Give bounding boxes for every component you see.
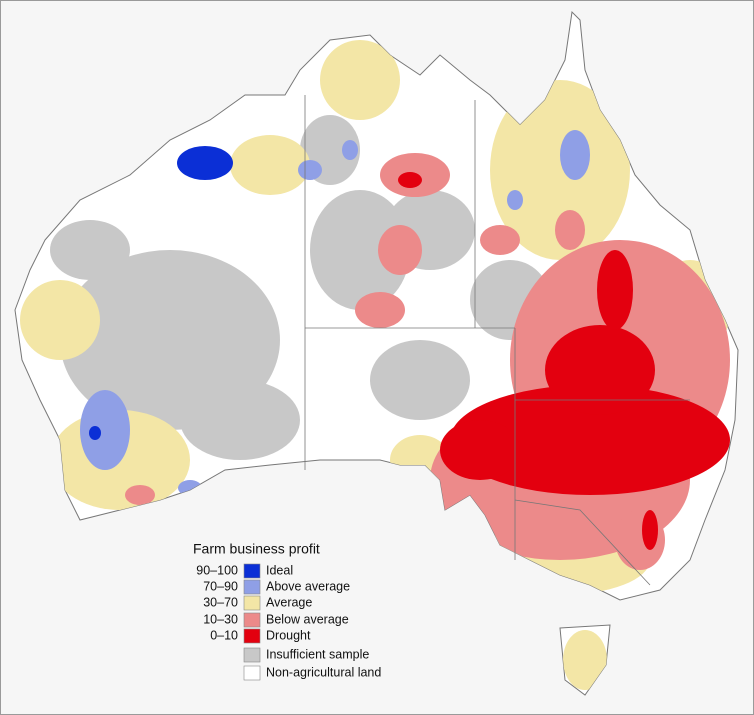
- legend: Farm business profit 90–100 Ideal 70–90 Abov…: [193, 541, 381, 681]
- legend-swatch: [243, 563, 261, 579]
- legend-label: Ideal: [266, 563, 293, 577]
- legend-swatch: [243, 595, 261, 611]
- legend-swatch: [243, 612, 261, 628]
- legend-label: Non-agricultural land: [266, 665, 381, 679]
- legend-swatch: [243, 665, 261, 681]
- legend-title: Farm business profit: [193, 541, 320, 557]
- legend-swatch: [243, 647, 261, 663]
- legend-label: Above average: [266, 579, 350, 593]
- legend-label: Average: [266, 595, 312, 609]
- ideal-regions: [89, 146, 233, 440]
- legend-range: 90–100: [196, 563, 238, 577]
- legend-label: Insufficient sample: [266, 647, 369, 661]
- legend-label: Below average: [266, 612, 349, 626]
- profit-regions: [20, 40, 730, 690]
- legend-label: Drought: [266, 628, 311, 642]
- legend-range: 70–90: [203, 579, 238, 593]
- legend-range: 10–30: [203, 612, 238, 626]
- legend-range: 0–10: [210, 628, 238, 642]
- legend-swatch: [243, 579, 261, 595]
- drought-regions: [398, 172, 730, 550]
- state-borders: [304, 95, 690, 586]
- legend-swatch: [243, 628, 261, 644]
- legend-range: 30–70: [203, 595, 238, 609]
